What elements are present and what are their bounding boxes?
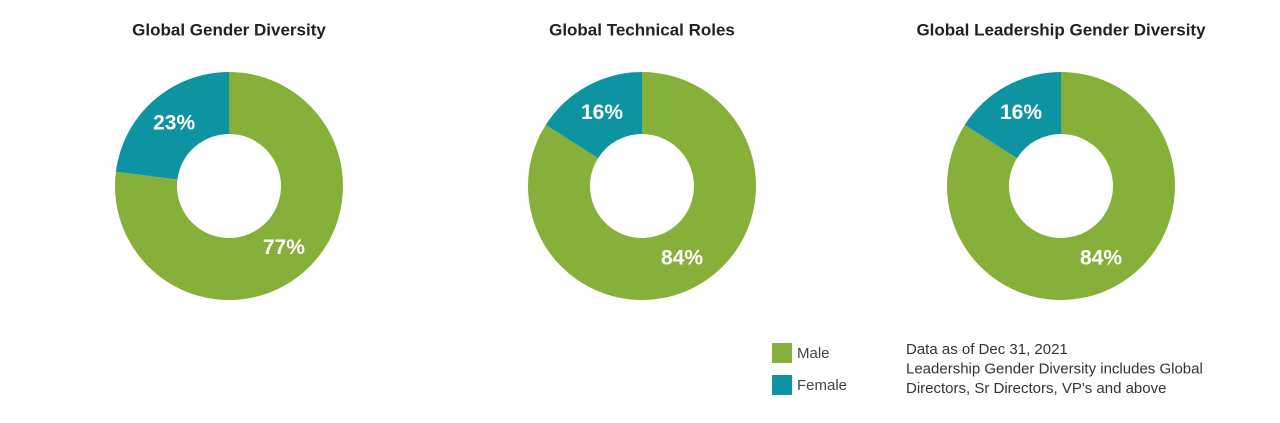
- pie-slice: [964, 72, 1061, 159]
- note-line: Leadership Gender Diversity includes Glo…: [906, 360, 1203, 377]
- chart-title: Global Technical Roles: [549, 20, 735, 39]
- value-label: 84%: [1080, 246, 1122, 269]
- value-label: 16%: [581, 101, 623, 124]
- pie-slice: [947, 72, 1176, 301]
- legend-label: Female: [797, 377, 847, 394]
- value-label: 84%: [661, 246, 703, 269]
- chart-title: Global Gender Diversity: [132, 20, 326, 39]
- pie-slice: [114, 72, 343, 300]
- legend-label: Male: [797, 345, 830, 362]
- pie-slice: [528, 72, 757, 300]
- note-line: Directors, Sr Directors, VP's and above: [906, 380, 1166, 397]
- note-line: Data as of Dec 31, 2021: [906, 341, 1068, 358]
- pie-slice: [545, 72, 642, 159]
- chart-title: Global Leadership Gender Diversity: [916, 20, 1206, 39]
- pie-slice: [115, 72, 229, 180]
- legend-swatch: [772, 343, 792, 363]
- value-label: 77%: [263, 236, 305, 259]
- value-label: 16%: [1000, 101, 1042, 124]
- legend-swatch: [772, 375, 792, 395]
- value-label: 23%: [153, 111, 195, 134]
